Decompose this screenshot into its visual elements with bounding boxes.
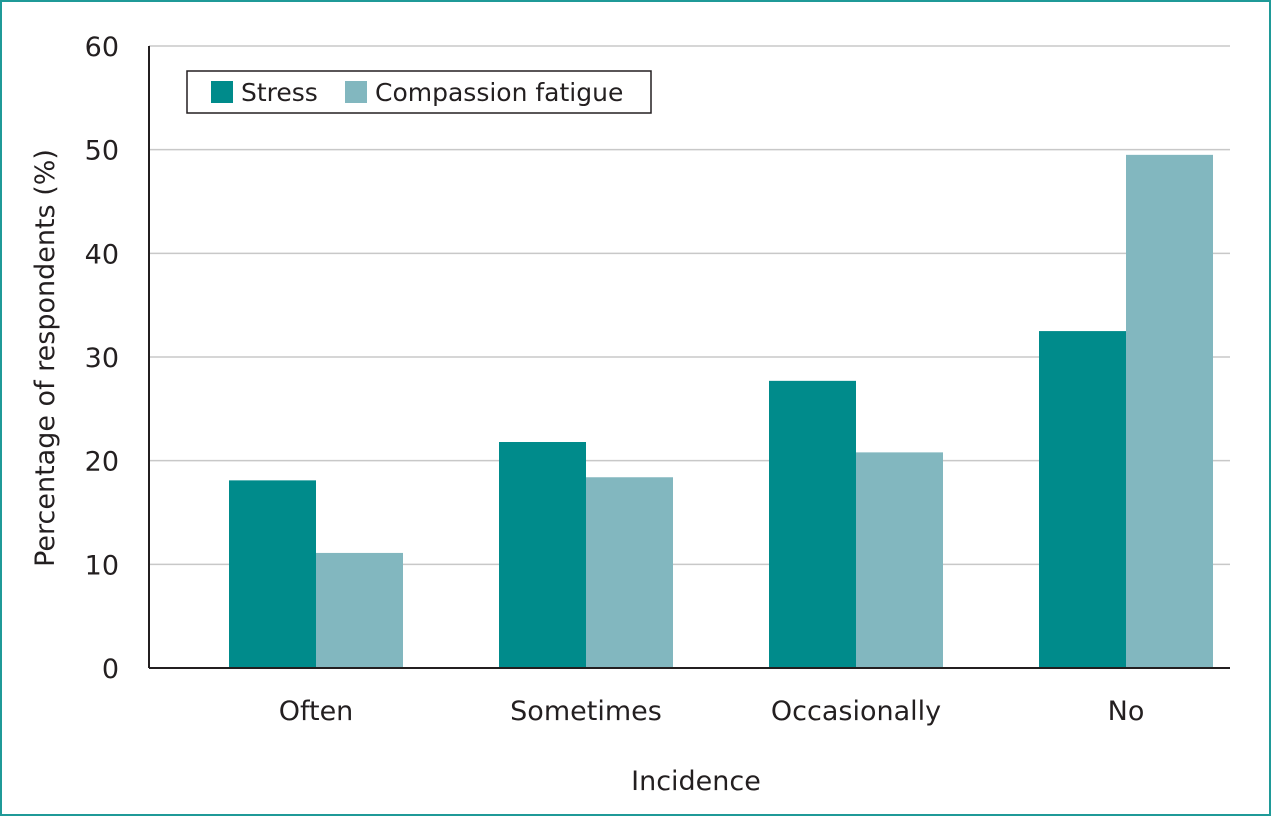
y-tick-labels: 0 10 20 30 40 50 60 — [85, 32, 119, 685]
bar-stress-sometimes — [499, 442, 586, 668]
y-tick-label-0: 0 — [102, 654, 119, 685]
x-axis-title: Incidence — [631, 766, 761, 797]
x-tick-label-often: Often — [279, 696, 354, 727]
legend-label-compassion-fatigue: Compassion fatigue — [375, 78, 623, 107]
bar-stress-often — [229, 480, 316, 668]
y-tick-label-10: 10 — [85, 550, 119, 581]
x-tick-label-sometimes: Sometimes — [510, 696, 662, 727]
bar-compassion-fatigue-no — [1126, 154, 1213, 669]
y-tick-label-20: 20 — [85, 447, 119, 478]
x-tick-labels: Often Sometimes Occasionally No — [279, 696, 1145, 727]
x-tick-label-no: No — [1108, 696, 1145, 727]
y-tick-label-30: 30 — [85, 343, 119, 374]
legend-swatch-compassion-fatigue — [345, 81, 367, 103]
y-tick-label-60: 60 — [85, 32, 119, 63]
bar-compassion-fatigue-sometimes — [586, 477, 673, 668]
y-tick-label-40: 40 — [85, 239, 119, 270]
legend-box — [186, 70, 652, 114]
legend-swatch-stress — [211, 81, 233, 103]
y-tick-label-50: 50 — [85, 136, 119, 167]
bar-stress-occasionally — [769, 380, 856, 668]
bar-compassion-fatigue-occasionally — [856, 452, 943, 668]
legend: Stress Compassion fatigue — [186, 70, 652, 114]
legend-label-stress: Stress — [241, 78, 318, 107]
bar-stress-no — [1039, 331, 1126, 668]
bar-compassion-fatigue-often — [316, 552, 403, 668]
bars — [229, 154, 1213, 669]
axes — [148, 46, 1230, 669]
y-axis-title: Percentage of respondents (%) — [30, 149, 61, 567]
x-tick-label-occasionally: Occasionally — [771, 696, 941, 727]
